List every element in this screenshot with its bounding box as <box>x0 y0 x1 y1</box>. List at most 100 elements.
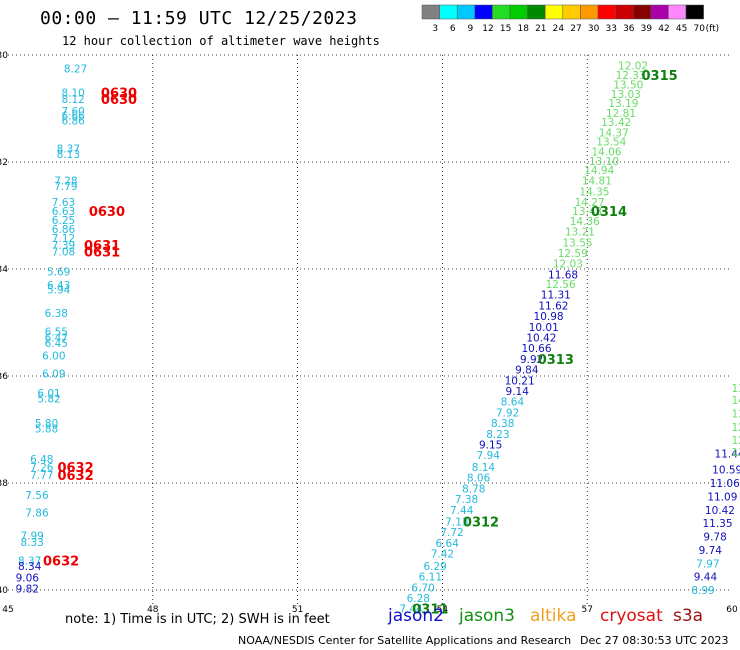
colorbar-label: 30 <box>588 24 600 34</box>
wave-height-value: 6.45 <box>45 338 68 350</box>
wave-height-value: 7.38 <box>455 494 478 506</box>
wave-height-value: 10.66 <box>521 343 551 355</box>
wave-height-value: 8.99 <box>691 585 714 597</box>
wave-height-value: 11.31 <box>541 290 571 302</box>
x-tick-label: 60 <box>726 605 738 615</box>
colorbar-label: 45 <box>676 24 687 34</box>
wave-height-value: 13.42 <box>601 117 631 129</box>
colorbar-label: 36 <box>623 24 635 34</box>
colorbar-swatch <box>544 4 564 20</box>
generated-timestamp: Dec 27 08:30:53 UTC 2023 <box>580 634 729 647</box>
wave-height-value: 9.84 <box>515 365 539 377</box>
wave-height-value: 6.01 <box>37 388 60 400</box>
wave-height-value: 9.82 <box>16 583 39 595</box>
wave-height-value: 12.03 <box>553 259 583 271</box>
wave-height-value: 13.35 <box>731 447 740 459</box>
wave-height-value: 9.15 <box>479 439 502 451</box>
colorbar-legend: 3 6 9 12 15 18 21 24 27 30 33 36 39 42 45 70 (ft) <box>421 4 720 34</box>
time-label: 0314 <box>591 205 627 220</box>
wave-height-value: 13.55 <box>563 237 593 249</box>
wave-height-value: 7.42 <box>431 549 454 561</box>
colorbar-label: 70 <box>693 24 705 34</box>
wave-height-value: 6.09 <box>42 368 65 380</box>
time-label: 0630 <box>101 93 137 108</box>
wave-height-value: 13.50 <box>613 79 643 91</box>
colorbar-swatch <box>650 4 669 20</box>
wave-height-value: 7.72 <box>440 527 463 539</box>
wave-height-value: 5.88 <box>35 423 58 435</box>
colorbar-swatch <box>597 4 616 20</box>
wave-height-value: 5.69 <box>47 267 70 279</box>
colorbar-swatch <box>474 4 493 20</box>
wave-height-value: 9.14 <box>506 386 530 398</box>
time-label: 0631 <box>84 239 120 254</box>
wave-height-value: 6.25 <box>52 215 75 227</box>
credit-text: NOAA/NESDIS Center for Satellite Applica… <box>238 634 572 647</box>
wave-height-value: 11.44 <box>715 449 740 461</box>
colorbar-label: 18 <box>517 24 529 34</box>
colorbar-label: 6 <box>450 24 456 34</box>
wave-height-value: 7.86 <box>25 507 49 519</box>
colorbar-label: 27 <box>570 24 581 34</box>
plot-grid <box>8 54 732 605</box>
colorbar-swatch <box>509 4 528 20</box>
colorbar-label: 15 <box>500 24 511 34</box>
wave-height-value: 8.37 <box>18 556 41 568</box>
wave-height-value: 6.00 <box>42 351 65 363</box>
wave-height-value: 8.12 <box>61 94 84 106</box>
colorbar-unit: (ft) <box>706 24 720 34</box>
y-tick-label: -30 <box>0 51 8 61</box>
wave-height-value: 8.13 <box>57 149 80 161</box>
wave-height-value: 9.44 <box>694 572 718 584</box>
colorbar-swatch <box>492 4 511 20</box>
colorbar-swatch <box>580 4 599 20</box>
wave-height-value: 7.94 <box>477 450 501 462</box>
wave-height-value: 14.36 <box>570 216 600 228</box>
wave-height-value: 13.19 <box>608 98 638 110</box>
wave-height-value: 13.41 <box>731 383 740 395</box>
wave-height-value: 13.54 <box>596 137 626 149</box>
colorbar-label: 9 <box>468 24 474 34</box>
wave-height-value: 7.13 <box>445 517 468 529</box>
wave-height-value: 11.09 <box>707 491 737 503</box>
colorbar-swatch <box>456 4 476 20</box>
wave-height-value: 6.66 <box>61 110 85 122</box>
wave-height-value: 5.94 <box>47 284 71 296</box>
footer-note: note: 1) Time is in UTC; 2) SWH is in fe… <box>65 612 330 627</box>
wave-height-value: 7.44 <box>450 505 474 517</box>
y-tick-label: -32 <box>0 158 8 168</box>
wave-height-value: 7.28 <box>54 176 77 188</box>
wave-height-value: 8.34 <box>18 561 42 573</box>
wave-height-value: 8.23 <box>486 429 509 441</box>
wave-height-value: 6.86 <box>61 115 85 127</box>
time-label: 0632 <box>57 461 93 476</box>
wave-height-value: 8.10 <box>61 87 84 99</box>
wave-height-value: 13.38 <box>731 408 740 420</box>
wave-height-value: 12.63 <box>731 422 740 434</box>
y-tick-label: -38 <box>0 479 8 489</box>
wave-height-value: 7.79 <box>54 181 77 193</box>
wave-height-value: 7.56 <box>25 490 49 502</box>
satellite-legend-cryosat: cryosat <box>600 606 663 626</box>
x-tick-label: 57 <box>581 605 592 615</box>
wave-height-value: 7.77 <box>30 470 53 482</box>
wave-height-value: 6.11 <box>419 572 442 584</box>
wave-height-value: 8.38 <box>491 418 514 430</box>
colorbar-label: 12 <box>482 24 493 34</box>
wave-height-value: 7.92 <box>496 407 519 419</box>
wave-height-value: 6.64 <box>436 538 460 550</box>
wave-height-value: 14.06 <box>591 146 621 158</box>
colorbar-swatch <box>562 4 581 20</box>
satellite-legend-s3a: s3a <box>673 606 704 626</box>
time-label: 0313 <box>538 353 574 368</box>
time-label: 0630 <box>89 205 125 220</box>
wave-height-value: 7.12 <box>52 233 75 245</box>
wave-height-value: 6.63 <box>52 206 75 218</box>
satellite-legend-altika: altika <box>530 606 577 626</box>
wave-height-value: 8.33 <box>20 537 43 549</box>
wave-height-value: 8.37 <box>57 144 80 156</box>
wave-height-value: 8.78 <box>462 483 485 495</box>
y-tick-label: -34 <box>0 265 8 275</box>
time-label: 0312 <box>463 516 499 531</box>
colorbar-swatch <box>685 4 704 20</box>
